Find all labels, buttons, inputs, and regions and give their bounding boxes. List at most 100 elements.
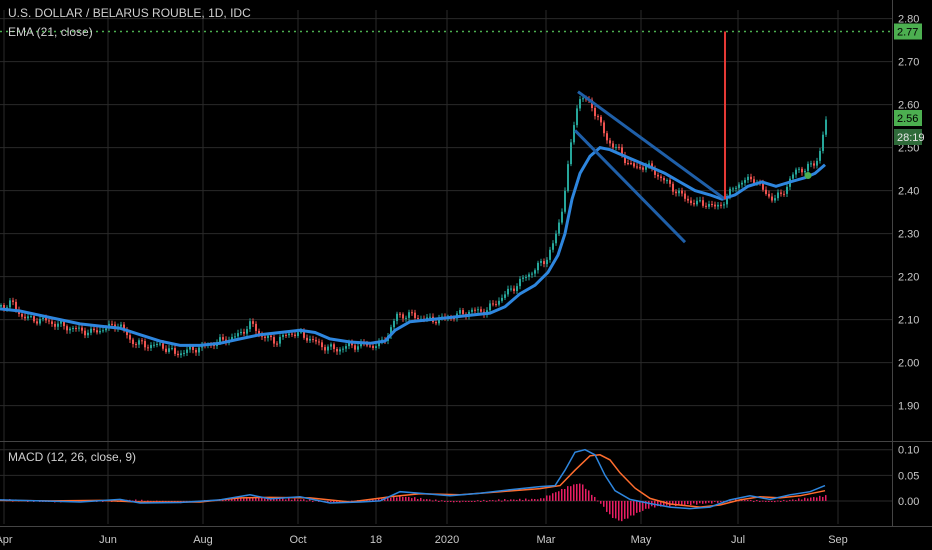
candle-body — [258, 330, 260, 334]
macd-histogram-bar — [630, 500, 632, 516]
candle-body — [126, 329, 128, 336]
candle-body — [540, 261, 542, 263]
macd-histogram-bar — [573, 484, 575, 501]
macd-histogram-bar — [468, 500, 470, 502]
candle-body — [519, 278, 521, 287]
macd-signal-line — [0, 454, 826, 508]
macd-histogram-bar — [618, 500, 620, 521]
macd-histogram-bar — [771, 500, 773, 502]
candle-body — [531, 273, 533, 275]
candle-body — [27, 316, 29, 319]
macd-legend[interactable]: MACD (12, 26, close, 9) — [8, 450, 137, 464]
candle-body — [9, 300, 11, 308]
symbol-title[interactable]: U.S. DOLLAR / BELARUS ROUBLE, 1D, IDC — [8, 6, 251, 20]
candle-body — [573, 125, 575, 143]
candle-body — [327, 346, 329, 351]
macd-histogram-bar — [786, 500, 788, 502]
macd-histogram-bar — [522, 500, 524, 502]
macd-histogram-bar — [546, 495, 548, 501]
candle-body — [813, 163, 815, 166]
candle-body — [462, 310, 464, 315]
candle-body — [753, 179, 755, 184]
countdown-badge: 28:19 — [897, 132, 925, 144]
candle-body — [171, 348, 173, 350]
macd-histogram-bar — [288, 498, 290, 501]
candle-body — [498, 300, 500, 305]
candle-body — [219, 337, 221, 343]
candle-body — [162, 343, 164, 349]
macd-histogram-bar — [291, 499, 293, 501]
candle-body — [771, 196, 773, 201]
price-tick-label: 1.90 — [898, 401, 919, 413]
candle-body — [192, 346, 194, 350]
candle-body — [732, 188, 734, 190]
macd-histogram-bar — [507, 500, 509, 502]
macd-histogram-bar — [306, 500, 308, 502]
time-tick-label: Jun — [99, 534, 117, 546]
macd-histogram-bar — [720, 500, 722, 502]
candle-body — [822, 134, 824, 151]
macd-histogram-bar — [792, 499, 794, 501]
macd-histogram-bar — [813, 497, 815, 501]
time-tick-label: Aug — [193, 534, 213, 546]
candle-body — [501, 297, 503, 301]
candle-body — [804, 170, 806, 173]
candle-body — [660, 176, 662, 179]
candle-body — [147, 347, 149, 349]
macd-histogram-bar — [294, 498, 296, 501]
candle-body — [393, 320, 395, 328]
candle-body — [159, 343, 161, 345]
channel-upper-trendline — [577, 90, 726, 201]
trendline-drawings[interactable] — [573, 31, 812, 244]
macd-histogram-bar — [402, 496, 404, 501]
candle-body — [357, 346, 359, 350]
macd-histogram-bar — [102, 500, 104, 502]
macd-histogram-bar — [270, 498, 272, 501]
macd-histogram-bar — [537, 499, 539, 501]
macd-histogram-bar — [696, 500, 698, 505]
macd-histogram-bar — [438, 500, 440, 502]
macd-histogram-bar — [549, 495, 551, 501]
candle-body — [471, 309, 473, 312]
candle-body — [795, 169, 797, 175]
macd-histogram-bar — [453, 500, 455, 503]
macd-histogram-bar — [555, 492, 557, 501]
macd-histogram-bar — [765, 500, 767, 502]
macd-histogram-bar — [465, 500, 467, 502]
candle-body — [435, 322, 437, 324]
macd-histogram-bar — [141, 499, 143, 501]
candle-body — [648, 163, 650, 166]
candle-body — [723, 204, 725, 206]
candle-body — [90, 328, 92, 333]
macd-histogram-bar — [672, 500, 674, 505]
macd-histogram-bar — [582, 484, 584, 501]
macd-histogram-bar — [378, 497, 380, 501]
candle-body — [6, 307, 8, 309]
macd-histogram-bar — [486, 500, 488, 502]
macd-histogram-bar — [693, 500, 695, 504]
candle-body — [96, 330, 98, 333]
candle-body — [480, 309, 482, 312]
ema-legend[interactable]: EMA (21, close) — [8, 25, 93, 39]
candle-body — [33, 316, 35, 322]
price-tick-label: 2.20 — [898, 272, 919, 284]
macd-histogram-bar — [336, 500, 338, 502]
macd-histogram-bar — [399, 495, 401, 501]
macd-histogram-bar — [387, 497, 389, 501]
candle-body — [69, 328, 71, 331]
candle-body — [165, 348, 167, 352]
candle-body — [564, 190, 566, 212]
candle-body — [576, 108, 578, 126]
candle-body — [30, 316, 32, 318]
macd-histogram-bar — [645, 500, 647, 509]
candle-body — [123, 324, 125, 330]
macd-histogram-bar — [459, 500, 461, 503]
time-tick-label: Oct — [289, 534, 306, 546]
candle-body — [777, 192, 779, 199]
candle-body — [75, 327, 77, 329]
candle-body — [270, 335, 272, 338]
time-tick-label: Apr — [0, 534, 13, 546]
candle-body — [681, 190, 683, 194]
candle-body — [807, 163, 809, 171]
